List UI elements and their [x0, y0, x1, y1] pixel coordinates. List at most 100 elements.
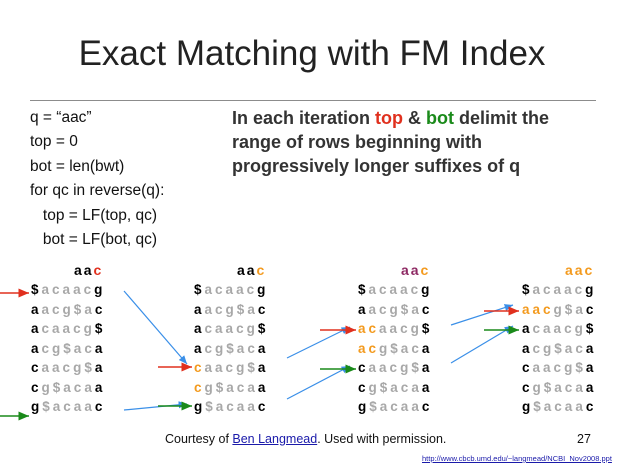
matrix-char: a: [31, 340, 42, 356]
matrix-char: $: [73, 301, 85, 317]
matrix-row: acg$aca: [358, 339, 432, 359]
matrix-char: g: [421, 282, 433, 297]
matrix-char: a: [543, 399, 555, 414]
matrix-char: g: [543, 340, 555, 356]
matrix-char: g: [257, 282, 269, 297]
matrix-char: g: [83, 321, 95, 336]
matrix-char: c: [52, 301, 63, 317]
matrix-char: a: [52, 360, 63, 375]
query-char: a: [564, 262, 575, 278]
query-char: a: [410, 262, 421, 278]
matrix-char: c: [236, 379, 248, 395]
matrix-row: acaacg$: [31, 319, 105, 339]
desc-amp: &: [403, 108, 427, 128]
matrix-char: g: [225, 301, 237, 317]
matrix-char: g: [553, 301, 565, 317]
matrix-char: $: [379, 379, 391, 395]
author-link[interactable]: Ben Langmead: [232, 432, 318, 446]
matrix-char: c: [358, 360, 369, 375]
matrix-char: c: [379, 301, 390, 317]
title-divider: [30, 100, 596, 101]
footer-suffix: . Used with permission.: [317, 432, 447, 446]
matrix-char: a: [247, 399, 258, 414]
matrix-char: $: [226, 340, 237, 356]
matrix-char: $: [411, 360, 422, 375]
matrix-char: g: [41, 379, 53, 395]
matrix-row: caacg$a: [358, 358, 432, 378]
lf-arrow: [123, 401, 188, 411]
matrix-char: a: [63, 379, 74, 395]
matrix-char: a: [358, 340, 369, 356]
matrix-char: c: [379, 282, 390, 297]
matrix-char: c: [532, 340, 544, 356]
lf-arrow: [286, 365, 351, 400]
matrix-char: c: [368, 321, 380, 336]
query-char: a: [236, 262, 247, 278]
matrix-char: c: [421, 301, 433, 317]
matrix-char: c: [225, 360, 237, 375]
matrix-char: c: [554, 399, 565, 414]
matrix-char: c: [400, 379, 412, 395]
matrix-char: a: [522, 340, 533, 356]
matrix-char: a: [421, 360, 433, 375]
bwm-panel-4: aac $acaacg aacg$ac acaacg$ acg$aca caacg$a cg…: [522, 262, 596, 417]
matrix-char: a: [585, 340, 597, 356]
matrix-char: c: [575, 340, 586, 356]
matrix-char: a: [411, 399, 422, 414]
desc-bot-word: bot: [426, 108, 455, 128]
matrix-char: a: [247, 301, 258, 317]
matrix-row: g$acaac: [358, 397, 432, 417]
matrix-char: c: [236, 321, 247, 336]
matrix-char: g: [564, 360, 576, 375]
matrix-char: g: [574, 321, 586, 336]
matrix-char: c: [194, 360, 205, 375]
matrix-char: a: [31, 301, 42, 317]
matrix-char: c: [204, 321, 216, 336]
matrix-char: c: [62, 360, 74, 375]
matrix-row: g$acaac: [522, 397, 596, 417]
matrix-char: c: [31, 360, 42, 375]
matrix-char: c: [522, 379, 533, 395]
matrix-char: a: [84, 399, 95, 414]
matrix-char: a: [368, 282, 380, 297]
matrix-char: $: [554, 340, 565, 356]
matrix-row: aacg$ac: [194, 300, 268, 320]
matrix-char: c: [585, 399, 597, 414]
matrix-char: a: [543, 321, 554, 336]
lf-arrow: [450, 304, 514, 326]
matrix-char: g: [236, 360, 248, 375]
matrix-row: g$acaac: [31, 397, 105, 417]
footer-prefix: Courtesy of: [165, 432, 233, 446]
matrix-row: aacg$ac: [522, 300, 596, 320]
desc-part2: delimit the range of rows beginning with…: [232, 108, 550, 176]
matrix-char: a: [522, 301, 533, 317]
code-line: q = “aac”: [30, 109, 92, 126]
matrix-char: $: [94, 321, 106, 336]
matrix-char: g: [585, 282, 597, 297]
matrix-char: g: [368, 379, 380, 395]
matrix-row: cg$acaa: [522, 378, 596, 398]
matrix-char: c: [574, 282, 586, 297]
matrix-char: a: [368, 360, 380, 375]
matrix-char: a: [41, 282, 53, 297]
matrix-char: $: [236, 301, 248, 317]
code-line: for qc in reverse(q):: [30, 182, 165, 200]
matrix-char: c: [194, 379, 205, 395]
matrix-char: c: [368, 340, 380, 356]
matrix-char: g: [215, 340, 227, 356]
matrix-char: g: [194, 399, 206, 414]
source-url-link[interactable]: http://www.cbcb.umd.edu/~langmead/NCBI_N…: [422, 454, 612, 463]
matrix-char: a: [84, 379, 95, 395]
matrix-char: a: [257, 360, 269, 375]
matrix-char: a: [52, 399, 64, 414]
matrix-char: a: [585, 360, 597, 375]
matrix-char: $: [257, 321, 269, 336]
matrix-char: a: [379, 360, 390, 375]
matrix-char: a: [236, 282, 247, 297]
matrix-char: g: [400, 360, 412, 375]
query-char: c: [420, 262, 431, 278]
matrix-char: c: [389, 360, 401, 375]
matrix-char: a: [532, 282, 544, 297]
matrix-char: c: [410, 282, 422, 297]
matrix-char: g: [379, 340, 391, 356]
